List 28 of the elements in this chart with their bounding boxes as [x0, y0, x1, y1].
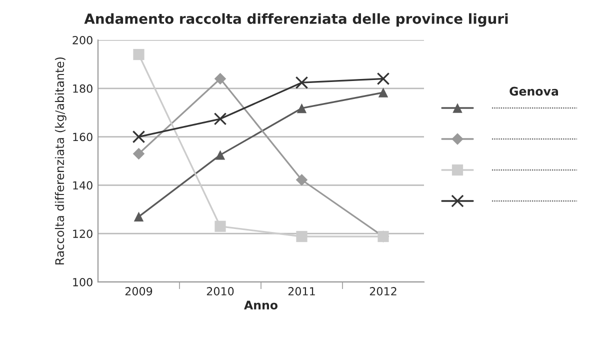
- point: [295, 76, 308, 89]
- y-tick-label: 200: [72, 36, 92, 44]
- point: [132, 148, 145, 160]
- x-tick-label: 2009: [125, 287, 152, 296]
- point: [132, 130, 146, 144]
- y-tick-label: 100: [73, 278, 92, 286]
- point: [133, 48, 144, 60]
- point: [214, 112, 227, 126]
- point: [376, 72, 390, 86]
- y-tick-label: 120: [73, 230, 92, 238]
- y-axis-title: Raccolta differenziata (kg/abitante): [54, 57, 66, 264]
- y-tick-label: 160: [73, 132, 92, 142]
- x-tick-label: 2012: [370, 287, 396, 296]
- y-tick-label: 140: [73, 181, 92, 190]
- point: [296, 174, 308, 186]
- y-tick-label: 180: [73, 84, 92, 93]
- point: [214, 72, 226, 85]
- x-tick-label: 2010: [206, 287, 234, 296]
- point: [296, 103, 307, 114]
- chart-title: Andamento raccolta differenziata delle province liguri: [84, 13, 508, 27]
- x-axis-title: Anno: [244, 300, 278, 310]
- point: [296, 230, 308, 242]
- point: [215, 150, 226, 160]
- text: Genova: [510, 86, 558, 96]
- x-tick-label: 2011: [288, 287, 315, 296]
- point: [134, 212, 144, 222]
- point: [378, 88, 388, 98]
- point: [214, 220, 226, 232]
